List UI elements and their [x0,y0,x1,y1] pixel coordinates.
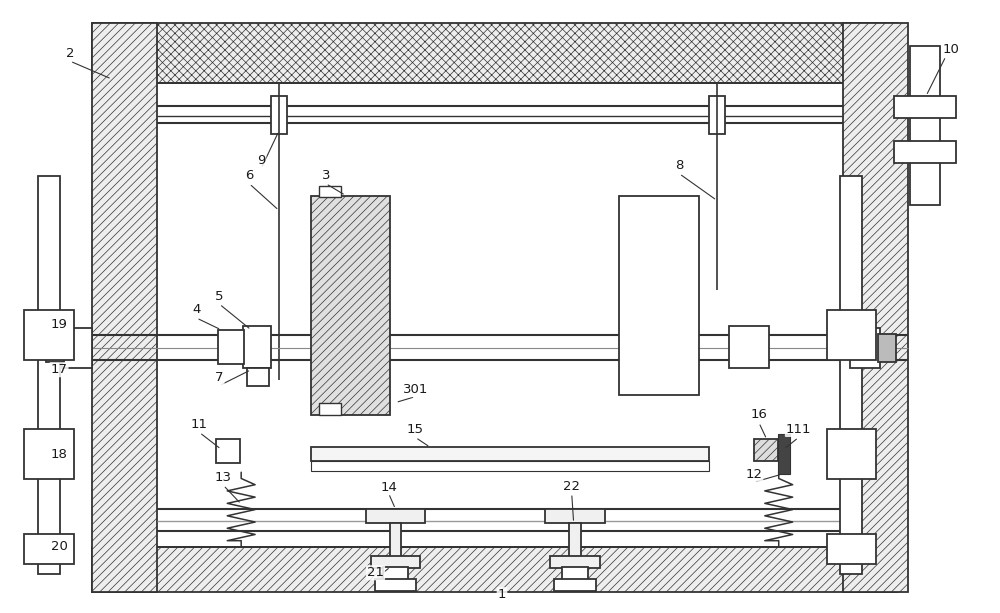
Bar [271,96,287,134]
Text: 1: 1 [498,588,506,601]
Text: 8: 8 [675,159,683,172]
Bar [319,403,341,414]
Bar [92,547,898,592]
Bar [375,579,416,591]
Text: 21: 21 [367,566,384,579]
Bar [545,509,605,523]
Bar [24,310,74,360]
Bar [778,435,790,474]
Text: 14: 14 [380,481,397,493]
Text: 18: 18 [51,448,67,461]
Bar [311,462,709,471]
Text: 15: 15 [407,423,424,436]
Bar [24,430,74,479]
Bar [754,440,778,462]
Text: 11: 11 [191,418,208,431]
Bar [827,310,876,360]
Text: 7: 7 [215,371,224,384]
Bar [319,186,341,197]
Bar [38,175,60,574]
Text: 301: 301 [403,383,428,396]
Text: 22: 22 [563,480,580,493]
Text: 13: 13 [215,471,232,484]
Bar [218,330,244,364]
Bar [46,334,64,362]
Text: 3: 3 [322,169,330,182]
Bar [311,196,390,414]
Text: 10: 10 [943,43,959,56]
Bar [554,579,596,591]
Bar [827,534,876,564]
Text: 111: 111 [786,423,811,436]
Bar [390,523,401,558]
Bar [24,534,74,564]
Bar [709,96,725,134]
Bar [894,96,956,118]
Bar [92,23,898,83]
Text: 4: 4 [192,303,201,316]
Bar [843,23,908,592]
Bar [569,523,581,558]
Text: 2: 2 [66,47,74,59]
Text: 5: 5 [215,289,224,303]
Bar [850,328,880,368]
Bar [247,368,269,386]
Text: 6: 6 [245,169,253,182]
Bar [729,326,769,368]
Text: 19: 19 [51,318,67,332]
Bar [371,556,420,568]
Bar [243,326,271,368]
Bar [550,556,600,568]
Bar [619,196,699,395]
Bar [383,567,408,581]
Bar [216,440,240,463]
Text: 20: 20 [51,541,67,554]
Bar [827,430,876,479]
Text: 16: 16 [750,408,767,421]
Bar [562,567,588,581]
Bar [366,509,425,523]
Bar [92,23,157,592]
Bar [840,175,862,574]
Bar [62,328,92,368]
Bar [894,141,956,162]
Bar [910,46,940,205]
Text: 17: 17 [51,364,68,376]
Bar [878,334,896,362]
Text: 9: 9 [257,154,265,167]
Text: 12: 12 [745,468,762,481]
Bar [311,447,709,462]
